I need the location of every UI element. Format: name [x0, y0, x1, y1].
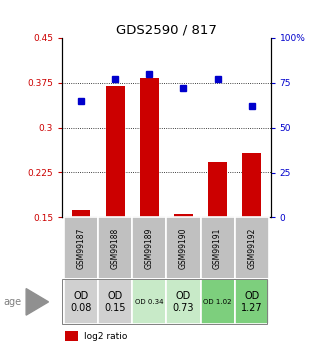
- Bar: [235, 217, 269, 279]
- Text: GSM99192: GSM99192: [247, 228, 256, 269]
- Bar: [174, 214, 193, 217]
- Bar: [166, 217, 201, 279]
- Bar: [132, 279, 166, 324]
- Text: log2 ratio: log2 ratio: [84, 332, 128, 341]
- Text: GSM99187: GSM99187: [77, 228, 86, 269]
- Polygon shape: [26, 288, 49, 315]
- Text: OD
1.27: OD 1.27: [241, 291, 262, 313]
- Bar: [64, 279, 98, 324]
- Bar: [98, 279, 132, 324]
- Text: GSM99189: GSM99189: [145, 228, 154, 269]
- Text: GSM99190: GSM99190: [179, 228, 188, 269]
- Bar: [72, 209, 91, 217]
- Text: OD
0.08: OD 0.08: [70, 291, 92, 313]
- Title: GDS2590 / 817: GDS2590 / 817: [116, 24, 217, 37]
- Bar: [98, 217, 132, 279]
- Bar: [201, 279, 235, 324]
- Bar: [132, 217, 166, 279]
- Text: OD 1.02: OD 1.02: [203, 299, 232, 305]
- Bar: [106, 86, 124, 217]
- Bar: [208, 162, 227, 217]
- Bar: [201, 217, 235, 279]
- Bar: [65, 331, 78, 341]
- Bar: [235, 279, 269, 324]
- Bar: [140, 78, 159, 217]
- Bar: [242, 154, 261, 217]
- Text: age: age: [3, 297, 21, 307]
- Text: OD
0.15: OD 0.15: [104, 291, 126, 313]
- Text: GSM99191: GSM99191: [213, 228, 222, 269]
- Text: OD 0.34: OD 0.34: [135, 299, 164, 305]
- Bar: [64, 217, 98, 279]
- Bar: [166, 279, 201, 324]
- Text: GSM99188: GSM99188: [111, 228, 120, 269]
- Text: OD
0.73: OD 0.73: [173, 291, 194, 313]
